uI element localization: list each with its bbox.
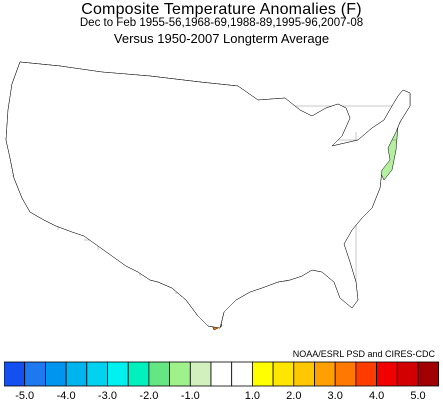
map-subtitle-years: Dec to Feb 1955-56,1968-69,1988-89,1995-… [79,17,364,29]
legend-swatch [314,361,336,387]
legend-swatch [86,361,108,387]
legend-tick-label: -5.0 [15,390,35,402]
data-credit: NOAA/ESRL PSD and CIRES-CDC [292,349,435,359]
legend-swatch [251,361,274,387]
legend-swatch [396,361,419,387]
legend-swatch [272,361,295,387]
legend-swatch [376,361,398,387]
legend-tick-label: 4.0 [368,390,385,402]
us-climate-division-map [5,61,411,331]
legend-swatch [107,361,129,387]
legend-tick-label: -1.0 [180,390,200,402]
legend-tick-label: -2.0 [139,390,159,402]
legend-swatch [189,361,212,387]
map-title: Composite Temperature Anomalies (F) [81,1,362,18]
legend-swatch [24,361,46,387]
legend-swatch [210,361,233,387]
legend-swatch [65,361,88,387]
legend-tick-label: 2.0 [286,390,302,402]
legend-swatch [334,361,357,387]
legend-tick-label: 1.0 [244,390,261,402]
legend-swatch [293,361,315,387]
color-scale-legend [4,361,439,387]
legend-tick-label: -4.0 [56,390,76,402]
legend-tick-label: 3.0 [327,390,343,402]
legend-tick-label: -3.0 [98,390,117,402]
legend-swatch [417,361,439,387]
legend-tick-label: 5.0 [410,390,426,402]
legend-swatch [45,361,67,387]
legend-swatch [4,361,26,387]
legend-swatch [127,361,150,387]
legend-swatch [355,361,377,387]
legend-swatch [169,361,191,387]
legend-swatch [231,361,253,387]
legend-swatch [148,361,170,387]
map-subtitle-baseline: Versus 1950-2007 Longterm Average [113,31,330,46]
